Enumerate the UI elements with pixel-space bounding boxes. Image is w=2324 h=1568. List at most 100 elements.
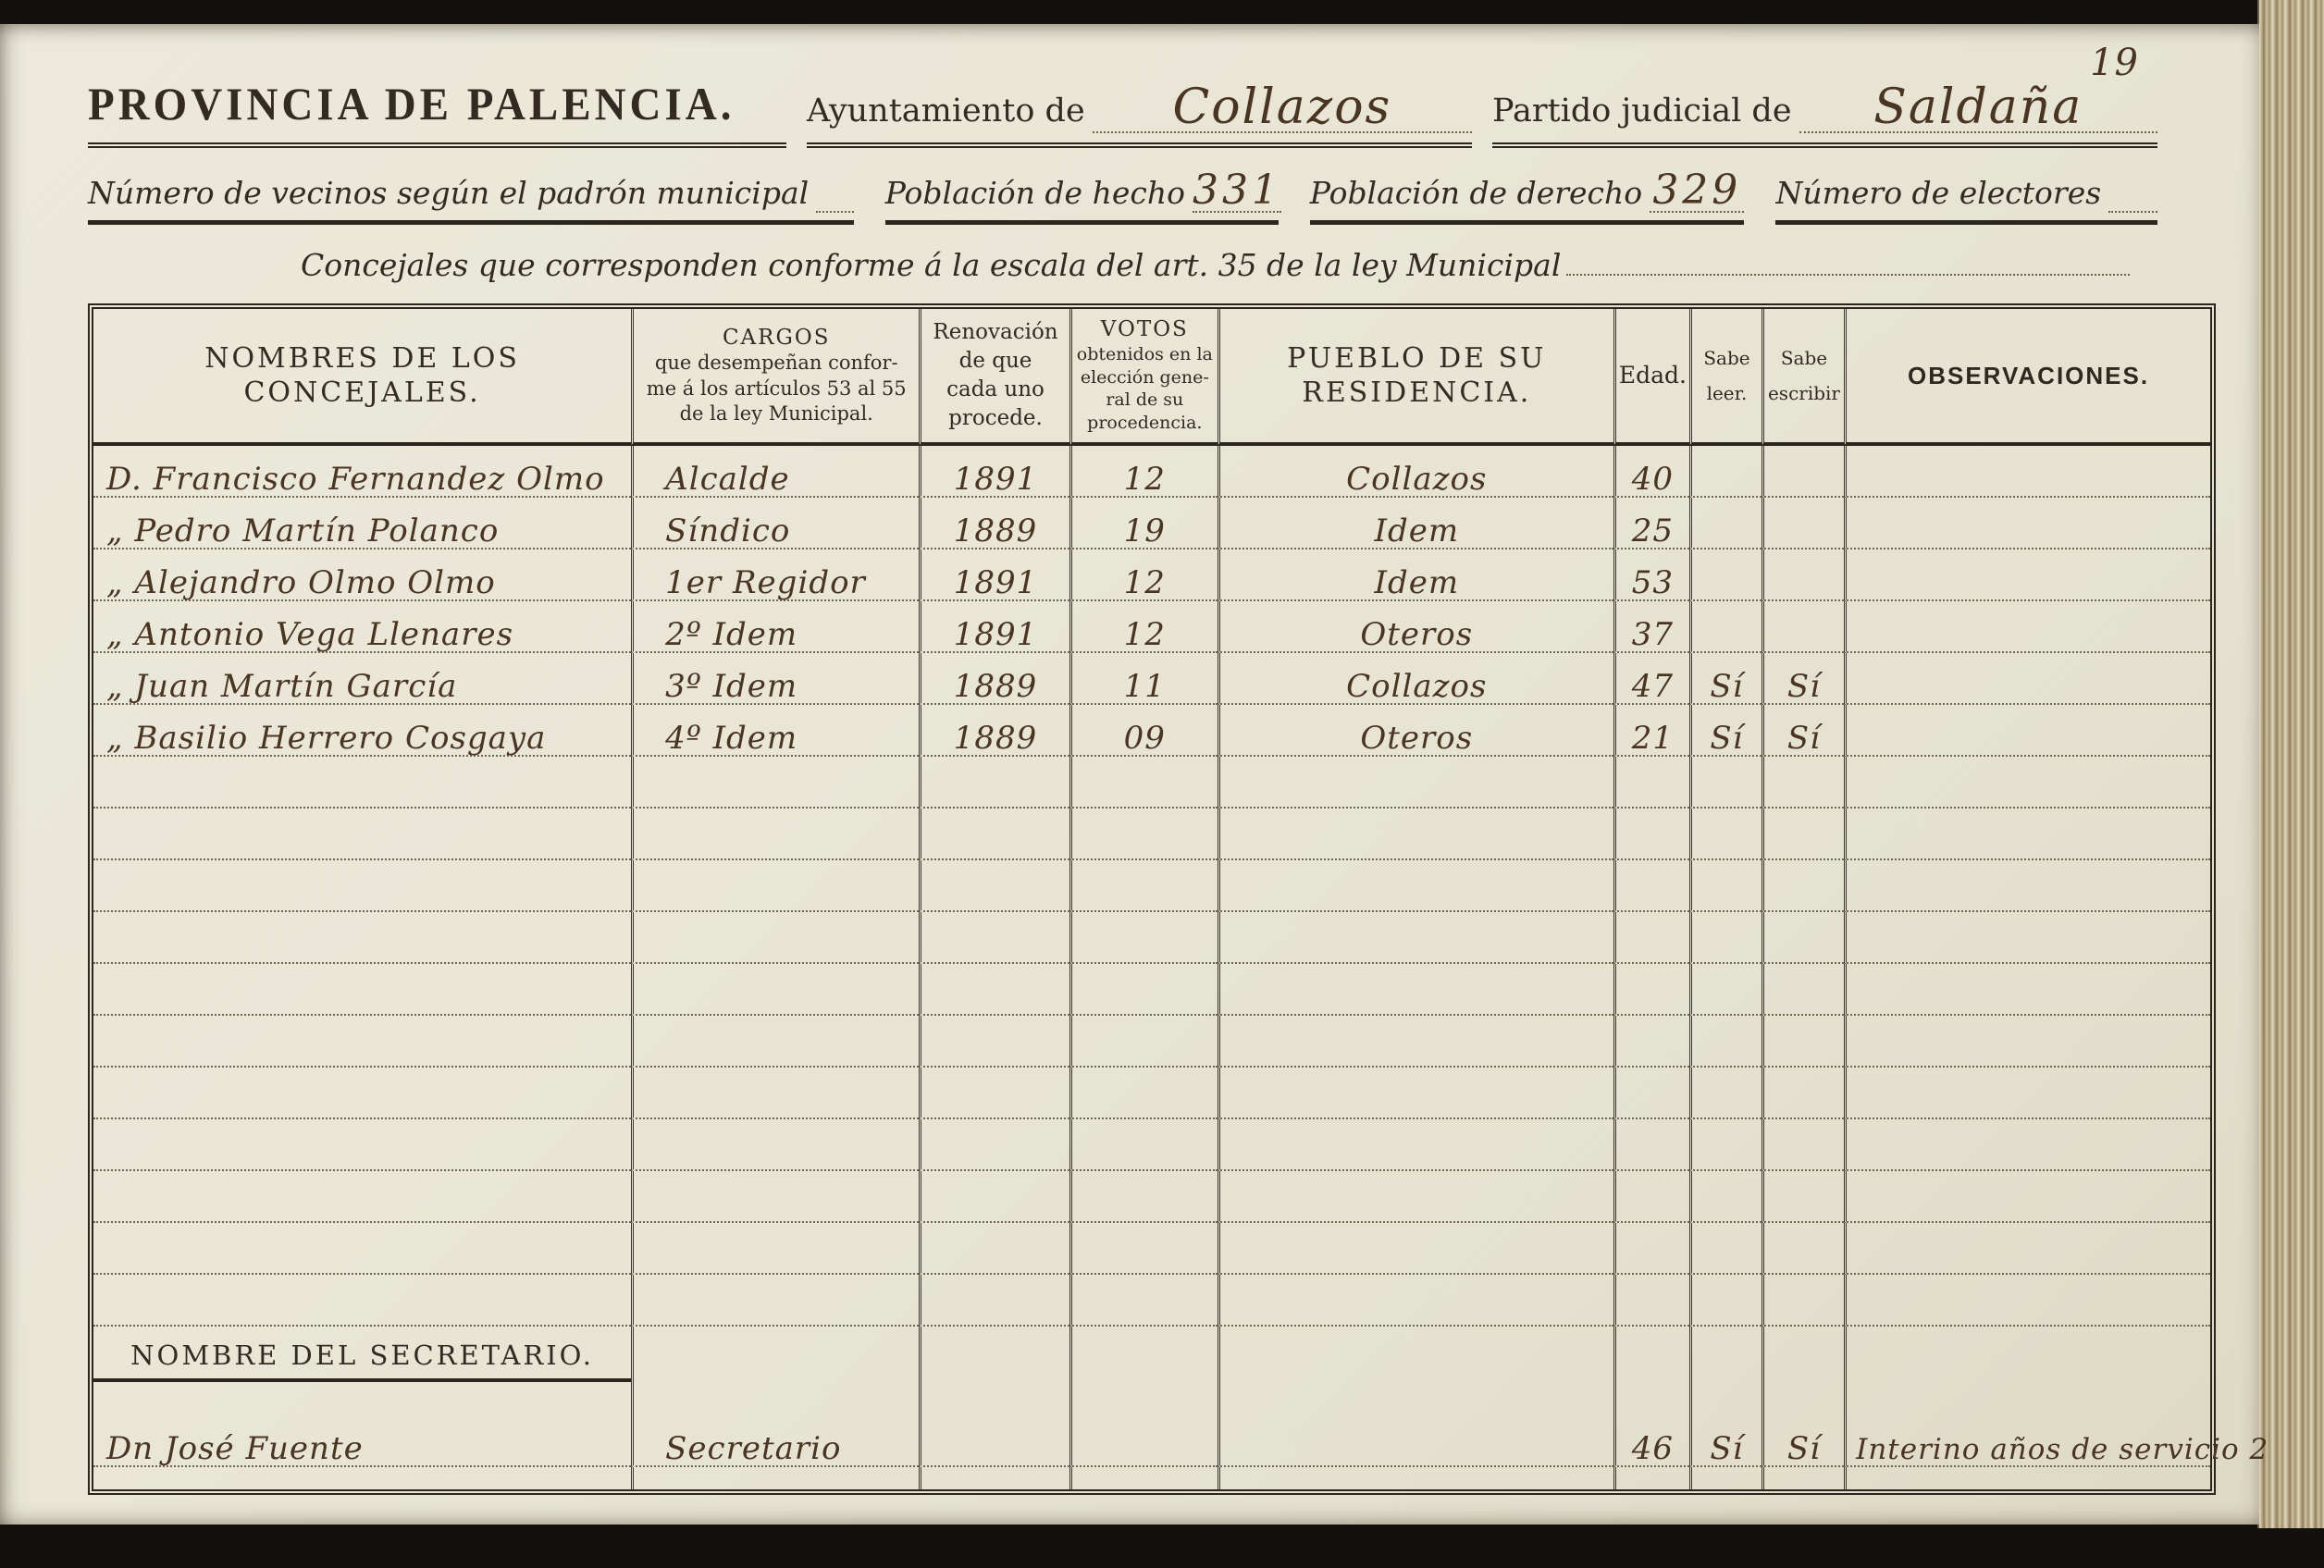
table-cell [919,1223,1069,1275]
vecinos-write-line [816,168,854,213]
table-cell [1844,1016,2210,1068]
header-observaciones: OBSERVACIONES. [1844,309,2210,446]
ayuntamiento-write-line: Collazos [1092,78,1472,135]
header-sabe-escribir: Sabe escribir [1761,309,1845,446]
table-cell [1217,860,1613,912]
concejal-row: „ Juan Martín García 3º Idem 1889 11 Collazo… [93,653,2210,705]
handwritten-entry: „ Pedro Martín Polanco [106,512,500,549]
table-cell: Collazos [1217,653,1613,705]
table-cell [93,1119,632,1171]
ayuntamiento-value: Collazos [1172,80,1392,135]
ayuntamiento-field: Ayuntamiento de Collazos [807,78,1472,148]
table-cell: Secretario [631,1382,920,1467]
table-cell [1217,1327,1613,1382]
table-cell: 1891 [919,601,1069,653]
table-cell [1217,757,1613,809]
concejales-table: NOMBRES DE LOS CONCEJALES. CARGOS que de… [88,303,2268,1495]
partido-field: Partido judicial de Saldaña [1492,78,2157,148]
partido-value: Saldaña [1873,80,2083,135]
table-cell [1844,705,2210,757]
table-cell [1217,964,1613,1016]
electores-label: Número de electores [1775,175,2102,211]
table-cell [93,1275,632,1327]
table-cell: Idem [1217,549,1613,601]
poblacion-derecho-write-line: 329 [1650,168,1745,213]
table-cell [1761,1467,1844,1489]
table-cell [93,860,632,912]
table-cell [1844,809,2210,860]
handwritten-entry: Oteros [1360,616,1474,653]
table-cell [1069,912,1218,964]
table-cell: 21 [1613,705,1690,757]
table-cell [1844,1171,2210,1223]
table-cell [1613,964,1690,1016]
empty-row [93,809,2210,860]
table-cell [631,1223,920,1275]
table-cell [1689,1068,1762,1119]
handwritten-entry: Collazos [1346,461,1488,498]
handwritten-entry: 09 [1123,720,1166,757]
province-title: PROVINCIA DE PALENCIA. [88,79,736,130]
table-cell: Sí [1689,1382,1762,1467]
secretary-row: Dn José Fuente Secretario 46 Sí Sí Interino a… [93,1382,2268,1467]
document-header: PROVINCIA DE PALENCIA. Ayuntamiento de C… [0,24,2259,148]
table-cell: „ Alejandro Olmo Olmo [93,549,632,601]
empty-row [93,860,2210,912]
table-cell [919,1382,1069,1467]
table-cell [1689,1467,1762,1489]
table-cell [93,757,632,809]
handwritten-entry: 1891 [953,616,1038,653]
table-cell [1844,1119,2210,1171]
header-votos: VOTOS obtenidos en la elección gene- ral… [1069,309,1218,446]
table-cell [1689,446,1762,498]
province-title-block: PROVINCIA DE PALENCIA. [88,80,786,148]
handwritten-entry: 46 [1631,1430,1675,1467]
table-cell [1069,1467,1218,1489]
table-cell [1761,1223,1845,1275]
handwritten-entry: 1891 [953,461,1038,498]
table-cell [93,1068,632,1119]
handwritten-entry: Sí [1786,668,1822,705]
table-cell: 1891 [919,549,1069,601]
handwritten-entry: 25 [1631,512,1675,549]
table-cell [1217,809,1613,860]
table-cell: D. Francisco Fernandez Olmo [93,446,632,498]
table-cell [1761,446,1845,498]
table-cell [1069,1171,1218,1223]
empty-row [93,912,2210,964]
table-cell: Sí [1761,653,1845,705]
empty-row [93,1223,2210,1275]
poblacion-hecho-value: 331 [1192,167,1281,214]
table-cell: Dn José Fuente [93,1382,632,1467]
table-cell: 1889 [919,705,1069,757]
handwritten-entry: 1889 [953,512,1038,549]
table-cell [1844,860,2210,912]
table-cell: 40 [1613,446,1690,498]
table-cell [1069,757,1218,809]
table-body: D. Francisco Fernandez Olmo Alcalde 1891 12… [93,446,2268,1489]
table-cell: 1889 [919,653,1069,705]
table-cell: 09 [1069,705,1218,757]
table-cell: „ Antonio Vega Llenares [93,601,632,653]
table-cell [93,964,632,1016]
table-cell [93,1223,632,1275]
table-cell: Oteros [1217,705,1613,757]
handwritten-entry: 1891 [953,564,1038,601]
table-cell [1844,912,2210,964]
handwritten-entry: 2º Idem [665,616,798,653]
header-nombres: NOMBRES DE LOS CONCEJALES. [93,309,632,446]
table-cell [1761,860,1845,912]
table-cell [1844,446,2210,498]
empty-row [93,1275,2210,1327]
table-cell [631,860,920,912]
table-cell [1689,809,1762,860]
registry-page: 19 PROVINCIA DE PALENCIA. Ayuntamiento d… [0,24,2268,1525]
table-cell [631,1467,919,1489]
table-cell [1761,757,1845,809]
table-cell [919,1327,1069,1382]
table-cell [1613,1016,1690,1068]
poblacion-hecho-label: Población de hecho [884,175,1185,211]
table-cell: 19 [1069,498,1218,549]
table-cell [1844,757,2210,809]
table-cell [631,757,920,809]
